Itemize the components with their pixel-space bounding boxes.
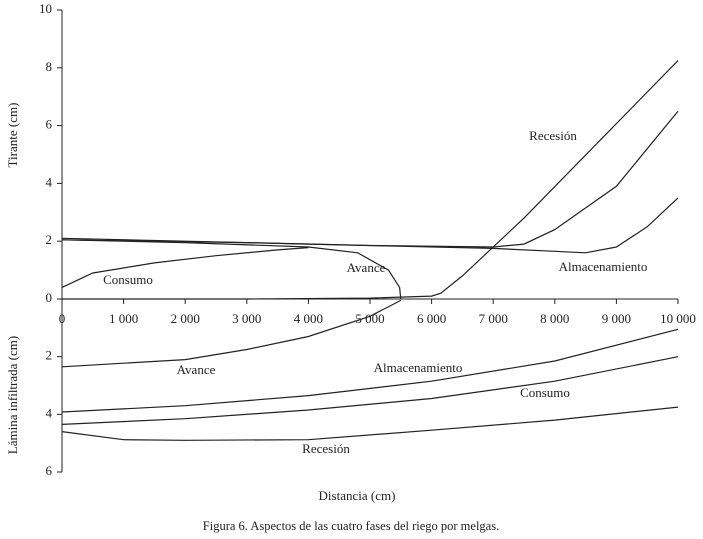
line [61,247,309,288]
line [61,239,402,300]
y-tick-label: 4 [46,174,53,189]
caption: Figura 6. Aspectos de las cuatro fases d… [203,519,499,533]
y-tick-label: 6 [46,463,53,478]
curve-label: Almacenamiento [559,259,648,274]
y-tick-label: 0 [46,290,53,305]
x-tick-label: 6 000 [417,311,446,326]
line [61,356,679,425]
y-axis-title: Tirante (cm) [5,103,20,168]
y-tick-label: 10 [39,1,52,16]
line [61,110,679,248]
x-tick-label: 2 000 [171,311,200,326]
x-tick-label: 3 000 [232,311,261,326]
line [61,197,679,254]
x-tick-label: 1 000 [109,311,138,326]
x-tick-label: 5 000 [355,311,384,326]
curve-label: Recesión [529,128,577,143]
line [61,299,402,368]
curve-label: Avance [177,362,216,377]
x-tick-label: 9 000 [602,311,631,326]
line [62,60,679,300]
y-tick-label: 2 [46,232,53,247]
x-tick-label: 10 000 [660,311,696,326]
x-tick-label: 4 000 [294,311,323,326]
x-tick-label: 8 000 [540,311,569,326]
curve-label: Consumo [103,272,153,287]
y-tick-label: 4 [46,405,53,420]
x-tick-label: 7 000 [479,311,508,326]
y-tick-label: 8 [46,59,53,74]
y-tick-label: 6 [46,117,53,132]
y-axis-title: Lámina infiltrada (cm) [5,336,20,454]
y-tick-label: 2 [46,348,53,363]
line [61,328,679,413]
x-axis-title: Distancia (cm) [319,488,396,503]
curve-label: Recesión [302,441,350,456]
curve-label: Avance [347,260,386,275]
curve-label: Almacenamiento [374,360,463,375]
curve-label: Consumo [520,385,570,400]
line [61,406,679,441]
